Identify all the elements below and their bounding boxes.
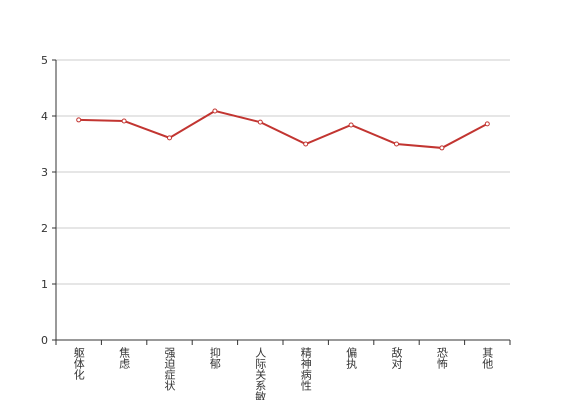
point [484, 121, 490, 127]
point [394, 141, 399, 147]
x-tick-label: 其他 [481, 347, 494, 369]
x-tick-label: 偏执 [345, 346, 358, 370]
x-tick-label: 抑郁 [208, 346, 221, 369]
point [212, 108, 218, 114]
y-tick-label: 4 [41, 110, 48, 123]
point [439, 145, 445, 151]
x-tick-label: 敌对 [390, 346, 403, 369]
point [121, 118, 127, 124]
y-tick-label: 2 [41, 222, 48, 235]
y-tick-label: 5 [41, 54, 48, 67]
x-tick-label: 人际关系敏感 [254, 347, 267, 400]
point [167, 135, 172, 141]
x-tick-label: 躯体化 [72, 347, 85, 381]
x-tick-label: 强迫症状 [163, 347, 176, 391]
y-tick-label: 1 [41, 278, 48, 291]
point [303, 141, 309, 147]
point [76, 117, 82, 123]
x-tick-label: 焦虑 [118, 347, 131, 369]
point [348, 122, 354, 128]
point [257, 119, 263, 125]
series-line [78, 109, 488, 149]
x-tick-label: 恐怖 [435, 347, 448, 369]
x-tick-label: 精神病性 [299, 347, 312, 392]
y-tick-label: 0 [41, 334, 48, 347]
y-tick-label: 3 [41, 166, 48, 179]
